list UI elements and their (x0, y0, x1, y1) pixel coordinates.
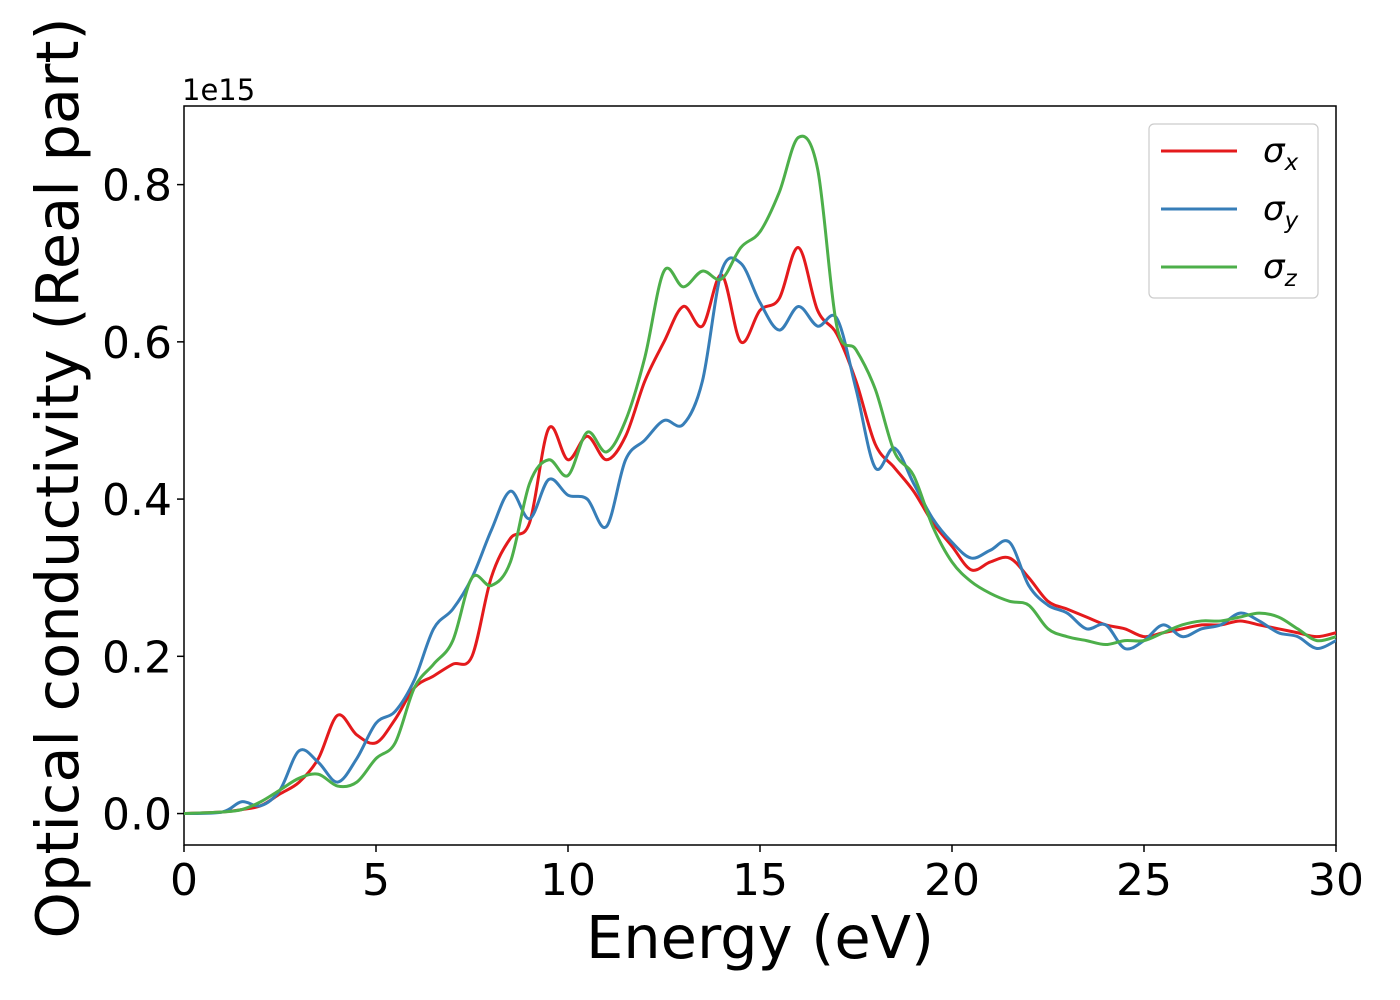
legend-label-x: σx (1263, 131, 1299, 176)
series-line-y (184, 256, 1336, 816)
y-tick-label: 0.8 (102, 161, 172, 212)
series-line-x (184, 246, 1336, 816)
x-tick-label: 15 (732, 855, 788, 906)
y-tick-label: 0.0 (102, 790, 172, 841)
y-tick-label: 0.4 (102, 475, 172, 526)
x-axis-ticks: 0 5 10 15 20 25 30 (170, 845, 1364, 906)
legend-label-z: σz (1263, 247, 1298, 292)
series-line-z (184, 134, 1336, 816)
x-tick-label: 5 (362, 855, 390, 906)
x-tick-label: 25 (1116, 855, 1172, 906)
y-axis-offset-label: 1e15 (182, 73, 255, 107)
y-tick-label: 0.6 (102, 318, 172, 369)
x-tick-label: 30 (1308, 855, 1364, 906)
series-lines (184, 134, 1336, 816)
legend: σx σy σz (1148, 123, 1319, 299)
legend-items: σx σy σz (1161, 131, 1299, 292)
y-axis-label: Optical conductivity (Real part) (23, 18, 92, 939)
x-tick-label: 10 (540, 855, 596, 906)
x-axis-label: Energy (eV) (586, 903, 934, 972)
x-tick-label: 0 (170, 855, 198, 906)
legend-box (1148, 123, 1319, 299)
x-tick-label: 20 (924, 855, 980, 906)
y-tick-label: 0.2 (102, 632, 172, 683)
legend-label-y: σy (1263, 189, 1299, 234)
y-axis-ticks: 0.0 0.2 0.4 0.6 0.8 (102, 161, 184, 841)
